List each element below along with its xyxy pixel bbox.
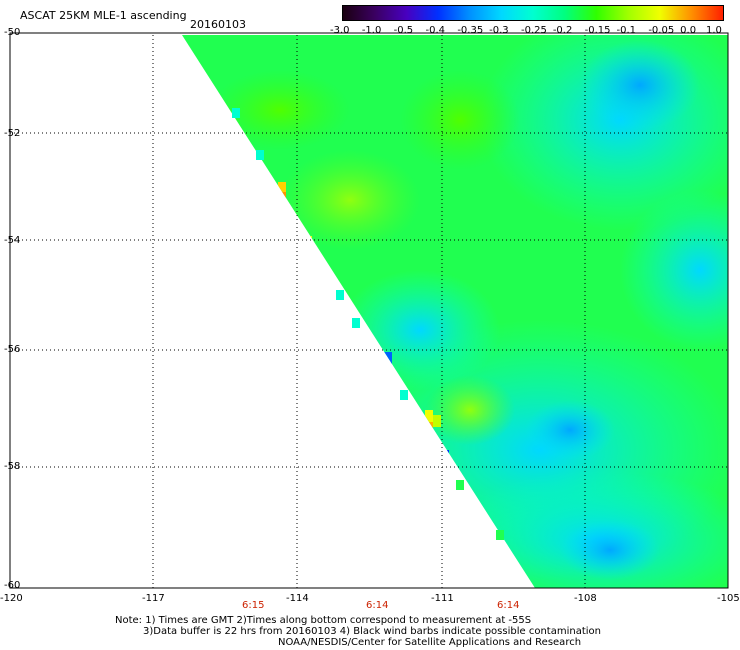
lon-label: -114 (286, 593, 309, 604)
note-line: NOAA/NESDIS/Center for Satellite Applica… (278, 637, 582, 648)
lat-label: -52 (4, 128, 21, 139)
colorbar-tick-label: -1.0 (361, 25, 382, 36)
colorbar-tick-label: -0.2 (552, 25, 573, 36)
colorbar-tick-label: -0.25 (521, 25, 547, 36)
note-line: Note: 1) Times are GMT 2)Times along bot… (115, 615, 532, 626)
colorbar-tick-label: -3.0 (330, 25, 350, 36)
time-label: 6:14 (497, 600, 520, 611)
note-line: 3)Data buffer is 22 hrs from 20160103 4)… (143, 626, 601, 637)
map-title: ASCAT 25KM MLE-1 ascending (20, 9, 187, 22)
lon-label: -120 (0, 593, 23, 604)
lat-label: -60 (4, 580, 21, 591)
lon-label: -117 (142, 593, 165, 604)
colorbar-tick-label: -0.4 (425, 25, 446, 36)
lon-label: -105 (717, 593, 740, 604)
graticule (10, 35, 728, 588)
lat-label: -54 (4, 235, 21, 246)
colorbar-tick-label: 1.0 (706, 25, 722, 36)
colorbar-tick-label: -0.3 (489, 25, 509, 36)
colorbar-tick-label: -0.1 (616, 25, 637, 36)
colorbar (342, 5, 724, 21)
colorbar-tick-label: 0.0 (680, 25, 697, 36)
colorbar-tick-label: -0.15 (584, 25, 611, 36)
lat-label: -56 (4, 344, 21, 355)
swath-data (182, 35, 728, 588)
colorbar-tick-label: -0.05 (648, 25, 675, 36)
time-label: 6:14 (366, 600, 389, 611)
time-label: 6:15 (242, 600, 265, 611)
lat-label: -50 (4, 27, 21, 38)
colorbar-tick-label: -0.35 (457, 25, 484, 36)
swath-edge-steps (200, 52, 504, 540)
lon-label: -111 (431, 593, 454, 604)
lat-label: -58 (4, 461, 21, 472)
map-date: 20160103 (190, 18, 246, 31)
map-border (9, 32, 729, 589)
colorbar-tick-label: -0.5 (393, 25, 414, 36)
lon-label: -108 (574, 593, 597, 604)
